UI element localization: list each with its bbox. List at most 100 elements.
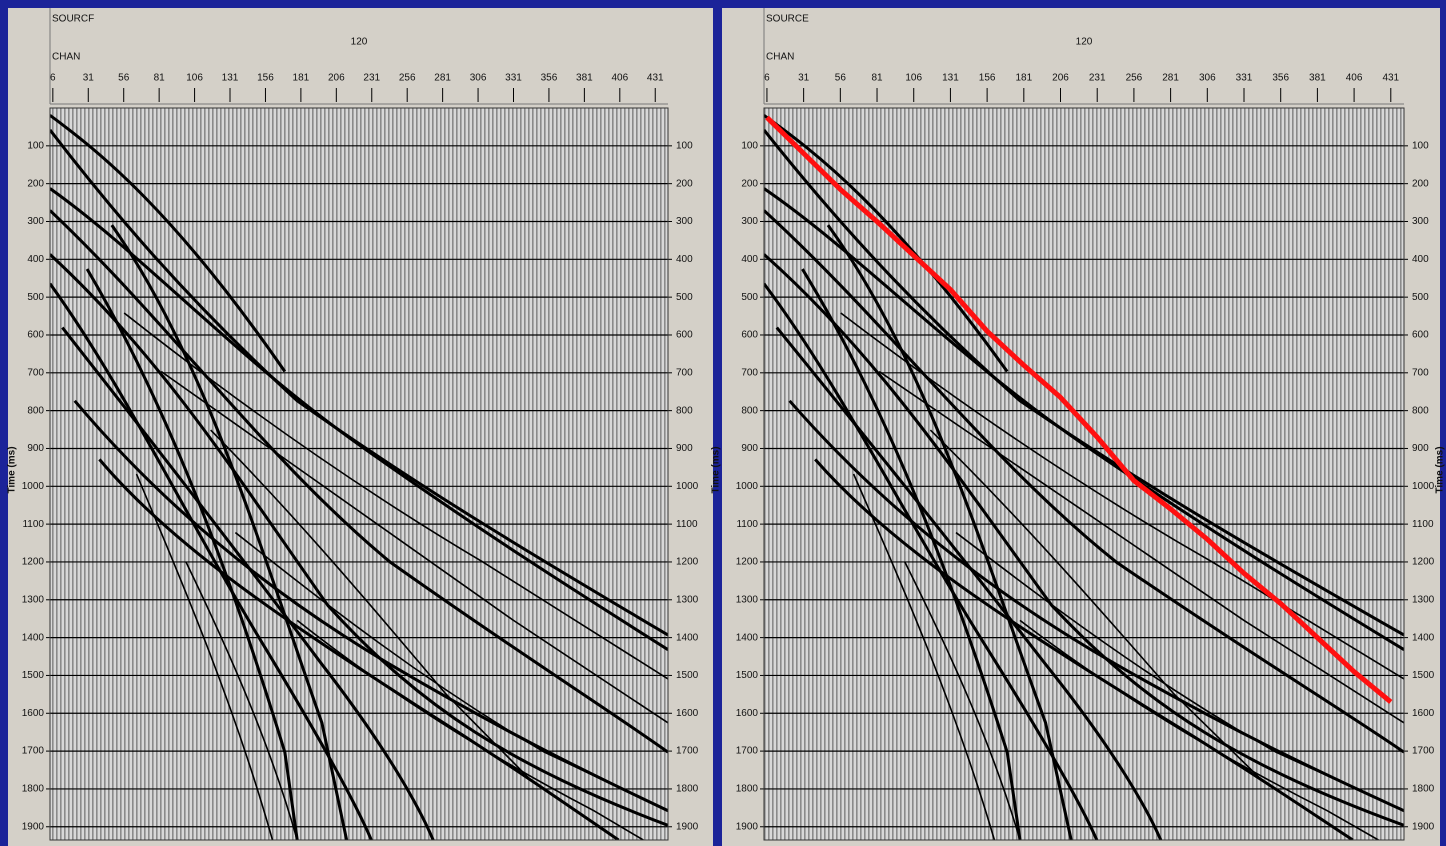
x-tick-label: 256 <box>1126 73 1143 84</box>
y-tick-label: 600 <box>27 330 44 341</box>
y-tick-label: 1700 <box>1412 746 1435 757</box>
y-tick-label: 1400 <box>736 632 759 643</box>
y-tick-label: 900 <box>676 443 693 454</box>
x-tick-label: 256 <box>399 73 416 84</box>
y-tick-label: 1300 <box>22 594 45 605</box>
x-tick-label: 306 <box>1199 73 1216 84</box>
y-tick-label: 1500 <box>676 670 699 681</box>
y-tick-label: 200 <box>741 178 758 189</box>
y-tick-label: 1700 <box>676 746 699 757</box>
x-tick-label: 281 <box>434 73 451 84</box>
y-tick-label: 800 <box>676 405 693 416</box>
y-tick-label: 1200 <box>22 557 45 568</box>
y-tick-label: 1800 <box>736 784 759 795</box>
x-tick-label: 331 <box>505 73 522 84</box>
x-axis-label: CHAN <box>766 52 794 63</box>
y-tick-label: 1600 <box>676 708 699 719</box>
y-tick-label: 1500 <box>1412 670 1435 681</box>
y-tick-label: 600 <box>676 330 693 341</box>
y-tick-label: 1000 <box>1412 481 1435 492</box>
y-tick-label: 600 <box>1412 330 1429 341</box>
y-tick-label: 600 <box>741 330 758 341</box>
y-tick-label: 1000 <box>22 481 45 492</box>
x-tick-label: 356 <box>1272 73 1289 84</box>
x-tick-label: 406 <box>1346 73 1363 84</box>
y-tick-label: 300 <box>27 216 44 227</box>
x-tick-label: 56 <box>835 73 847 84</box>
y-tick-label: 1600 <box>22 708 45 719</box>
y-tick-label: 1800 <box>676 784 699 795</box>
header-value: 120 <box>351 37 368 48</box>
y-tick-label: 800 <box>741 405 758 416</box>
y-tick-label: 800 <box>1412 405 1429 416</box>
x-tick-label: 281 <box>1162 73 1179 84</box>
x-tick-label: 431 <box>647 73 664 84</box>
y-tick-label: 900 <box>27 443 44 454</box>
y-tick-label: 1900 <box>1412 821 1435 832</box>
y-tick-label: 1400 <box>676 632 699 643</box>
y-tick-label: 1000 <box>736 481 759 492</box>
y-tick-label: 1600 <box>736 708 759 719</box>
y-tick-label: 500 <box>27 292 44 303</box>
y-tick-label: 1100 <box>676 519 698 530</box>
x-tick-label: 181 <box>1015 73 1032 84</box>
x-tick-label: 406 <box>611 73 628 84</box>
y-tick-label: 1200 <box>676 557 699 568</box>
x-tick-label: 431 <box>1382 73 1399 84</box>
x-tick-label: 381 <box>576 73 593 84</box>
y-tick-label: 1900 <box>22 821 45 832</box>
x-tick-label: 131 <box>942 73 959 84</box>
y-tick-label: 1500 <box>736 670 759 681</box>
x-tick-label: 181 <box>293 73 310 84</box>
y-tick-label: 500 <box>1412 292 1429 303</box>
y-tick-label: 100 <box>27 140 44 151</box>
y-tick-label: 1400 <box>22 632 45 643</box>
x-tick-label: 306 <box>470 73 487 84</box>
y-tick-label: 1900 <box>736 821 759 832</box>
x-tick-label: 156 <box>979 73 996 84</box>
x-tick-label: 206 <box>1052 73 1069 84</box>
y-tick-label: 700 <box>27 367 44 378</box>
x-tick-label: 231 <box>1089 73 1106 84</box>
x-tick-label: 331 <box>1236 73 1253 84</box>
y-tick-label: 200 <box>1412 178 1429 189</box>
y-tick-label: 1800 <box>22 784 45 795</box>
y-tick-label: 200 <box>676 178 693 189</box>
x-tick-label: 106 <box>905 73 922 84</box>
x-axis-label: CHAN <box>52 52 80 63</box>
y-tick-label: 900 <box>1412 443 1429 454</box>
x-tick-label: 81 <box>154 73 166 84</box>
y-tick-label: 1300 <box>736 594 759 605</box>
y-axis-label: Time (ms) <box>1435 446 1446 493</box>
chart: SOURCF120CHAN631568110613115618120623125… <box>0 0 1446 846</box>
y-tick-label: 300 <box>676 216 693 227</box>
x-tick-label: 81 <box>871 73 883 84</box>
x-tick-label: 156 <box>257 73 274 84</box>
y-tick-label: 1000 <box>676 481 699 492</box>
x-tick-label: 56 <box>118 73 130 84</box>
y-tick-label: 100 <box>741 140 758 151</box>
x-tick-label: 6 <box>50 73 56 84</box>
y-tick-label: 200 <box>27 178 44 189</box>
panel: SOURCE120CHAN631568110613115618120623125… <box>711 8 1446 846</box>
y-tick-label: 100 <box>676 140 693 151</box>
y-axis-label: Time (ms) <box>711 446 722 493</box>
x-tick-label: 31 <box>798 73 810 84</box>
y-tick-label: 800 <box>27 405 44 416</box>
y-tick-label: 900 <box>741 443 758 454</box>
y-tick-label: 300 <box>741 216 758 227</box>
x-tick-label: 106 <box>186 73 203 84</box>
x-tick-label: 231 <box>363 73 380 84</box>
y-tick-label: 400 <box>676 254 693 265</box>
y-tick-label: 1700 <box>736 746 759 757</box>
x-tick-label: 206 <box>328 73 345 84</box>
y-axis-label: Time (ms) <box>7 446 18 493</box>
y-tick-label: 1200 <box>1412 557 1435 568</box>
y-tick-label: 1300 <box>676 594 699 605</box>
y-tick-label: 1500 <box>22 670 45 681</box>
y-tick-label: 1600 <box>1412 708 1435 719</box>
y-tick-label: 1900 <box>676 821 699 832</box>
y-tick-label: 400 <box>741 254 758 265</box>
y-tick-label: 700 <box>676 367 693 378</box>
